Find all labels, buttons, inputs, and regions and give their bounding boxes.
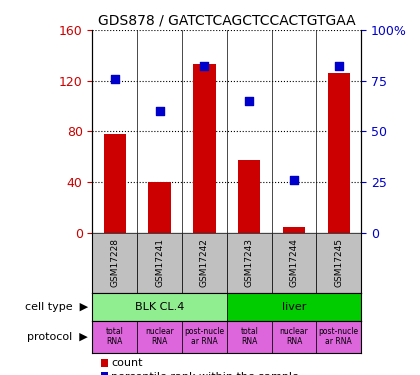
Point — [201, 63, 208, 69]
Text: cell type  ▶: cell type ▶ — [25, 302, 88, 312]
Text: GSM17241: GSM17241 — [155, 238, 164, 287]
Text: protocol  ▶: protocol ▶ — [27, 332, 88, 342]
Bar — [92, 321, 137, 352]
Bar — [283, 227, 305, 232]
Text: GSM17228: GSM17228 — [110, 238, 119, 287]
Bar — [272, 321, 316, 352]
Bar — [272, 232, 316, 292]
Bar — [193, 64, 215, 232]
Bar — [137, 232, 182, 292]
Bar — [92, 292, 227, 321]
Bar — [328, 73, 350, 232]
Bar — [227, 232, 272, 292]
Bar — [316, 321, 361, 352]
Bar — [182, 321, 227, 352]
Text: total
RNA: total RNA — [106, 327, 124, 346]
Text: percentile rank within the sample: percentile rank within the sample — [111, 372, 299, 375]
Bar — [316, 232, 361, 292]
Text: total
RNA: total RNA — [240, 327, 258, 346]
Text: post-nucle
ar RNA: post-nucle ar RNA — [319, 327, 359, 346]
Text: nuclear
RNA: nuclear RNA — [145, 327, 174, 346]
Text: nuclear
RNA: nuclear RNA — [280, 327, 308, 346]
Text: post-nucle
ar RNA: post-nucle ar RNA — [184, 327, 224, 346]
Bar — [104, 134, 126, 232]
Bar — [148, 182, 171, 232]
Bar — [238, 160, 260, 232]
Point — [111, 76, 118, 82]
Bar — [137, 321, 182, 352]
Text: BLK CL.4: BLK CL.4 — [135, 302, 184, 312]
Bar — [182, 232, 227, 292]
Text: GSM17243: GSM17243 — [245, 238, 254, 287]
Text: GSM17242: GSM17242 — [200, 238, 209, 287]
Bar — [227, 292, 361, 321]
Bar — [227, 321, 272, 352]
Text: liver: liver — [282, 302, 306, 312]
Text: GSM17245: GSM17245 — [334, 238, 343, 287]
Point — [246, 98, 252, 104]
Point — [156, 108, 163, 114]
Point — [291, 177, 297, 183]
Text: count: count — [111, 358, 143, 368]
Bar — [92, 232, 137, 292]
Text: GSM17244: GSM17244 — [289, 238, 299, 287]
Title: GDS878 / GATCTCAGCTCCACTGTGAA: GDS878 / GATCTCAGCTCCACTGTGAA — [98, 13, 356, 27]
Point — [336, 63, 342, 69]
